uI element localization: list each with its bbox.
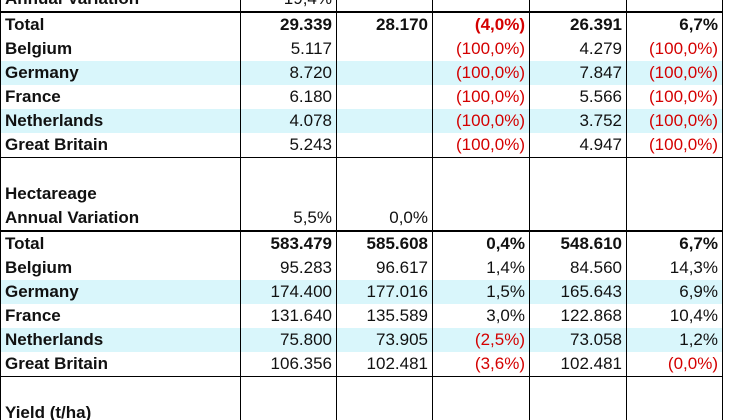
country-label: Belgium	[0, 37, 241, 61]
spacer-row	[0, 157, 723, 182]
cell-variation: 6,9%	[626, 280, 723, 304]
cell-variation: (100,0%)	[626, 61, 723, 85]
cell-value: 174.400	[240, 280, 337, 304]
table-row: Belgium 95.283 96.617 1,4% 84.560 14,3%	[0, 256, 723, 280]
cell-value: 102.481	[529, 352, 627, 377]
cell-value: 5.566	[529, 85, 627, 109]
cell-variation: (0,0%)	[626, 352, 723, 377]
country-label: Great Britain	[0, 133, 241, 158]
country-label: France	[0, 85, 241, 109]
cell-value: 96.617	[336, 256, 433, 280]
total-value: 29.339	[240, 11, 337, 37]
cell-value	[336, 133, 433, 158]
cell-variation: (100,0%)	[432, 37, 530, 61]
total-label: Total	[0, 11, 241, 37]
annual-variation-value: 0,0%	[336, 206, 433, 232]
cell-variation: (100,0%)	[626, 133, 723, 158]
annual-variation-row: Annual Variation 5,5% 0,0%	[0, 206, 723, 232]
cell-variation: 1,4%	[432, 256, 530, 280]
cell-value: 73.905	[336, 328, 433, 352]
cell-value: 4.279	[529, 37, 627, 61]
country-label: Netherlands	[0, 328, 241, 352]
cell-variation: (3,6%)	[432, 352, 530, 377]
annual-variation-value: 5,5%	[240, 206, 337, 232]
cell-value: 131.640	[240, 304, 337, 328]
table-row: Great Britain 106.356 102.481 (3,6%) 102…	[0, 352, 723, 377]
country-label: Netherlands	[0, 109, 241, 133]
section-header-row: Hectareage	[0, 182, 723, 206]
cell-value: 122.868	[529, 304, 627, 328]
total-value: 548.610	[529, 230, 627, 256]
cell-variation: 3,0%	[432, 304, 530, 328]
annual-variation-label: Annual Variation	[0, 0, 241, 12]
country-label: Germany	[0, 280, 241, 304]
total-variation: (4,0%)	[432, 11, 530, 37]
country-label: Germany	[0, 61, 241, 85]
cell-value	[336, 61, 433, 85]
table-row: Belgium 5.117 (100,0%) 4.279 (100,0%)	[0, 37, 723, 61]
table-row: Netherlands 75.800 73.905 (2,5%) 73.058 …	[0, 328, 723, 352]
cell-value: 102.481	[336, 352, 433, 377]
cell-value: 3.752	[529, 109, 627, 133]
cell-value: 8.720	[240, 61, 337, 85]
total-value: 26.391	[529, 11, 627, 37]
cell-value	[336, 85, 433, 109]
cell-variation: (100,0%)	[626, 37, 723, 61]
cell-variation: 1,2%	[626, 328, 723, 352]
total-variation: 6,7%	[626, 11, 723, 37]
cell-value: 73.058	[529, 328, 627, 352]
cell-variation: (100,0%)	[432, 85, 530, 109]
total-variation: 0,4%	[432, 230, 530, 256]
cell-value: 135.589	[336, 304, 433, 328]
annual-variation-value: 19,4%	[240, 0, 337, 12]
country-label: France	[0, 304, 241, 328]
total-variation: 6,7%	[626, 230, 723, 256]
cell-value: 84.560	[529, 256, 627, 280]
table-row: Annual Variation 19,4%	[0, 0, 723, 12]
total-label: Total	[0, 230, 241, 256]
total-row: Total 29.339 28.170 (4,0%) 26.391 6,7%	[0, 11, 723, 37]
cell-value	[336, 109, 433, 133]
country-label: Great Britain	[0, 352, 241, 377]
cell-value: 106.356	[240, 352, 337, 377]
table-row: France 131.640 135.589 3,0% 122.868 10,4…	[0, 304, 723, 328]
cell-variation: (100,0%)	[626, 109, 723, 133]
cell-value: 4.947	[529, 133, 627, 158]
total-value: 583.479	[240, 230, 337, 256]
table-row: Netherlands 4.078 (100,0%) 3.752 (100,0%…	[0, 109, 723, 133]
total-value: 28.170	[336, 11, 433, 37]
cell-value: 5.243	[240, 133, 337, 158]
cell-value	[336, 37, 433, 61]
cell-value: 75.800	[240, 328, 337, 352]
cell-value: 165.643	[529, 280, 627, 304]
cell-value: 5.117	[240, 37, 337, 61]
spacer-row	[0, 376, 723, 401]
cell-variation: (100,0%)	[432, 61, 530, 85]
cell-variation: (2,5%)	[432, 328, 530, 352]
cell-variation: 10,4%	[626, 304, 723, 328]
data-table: Annual Variation 19,4% Total 29.339 28.1…	[0, 0, 723, 420]
total-value: 585.608	[336, 230, 433, 256]
cell-value: 4.078	[240, 109, 337, 133]
cell-variation: (100,0%)	[432, 109, 530, 133]
table-row: Germany 174.400 177.016 1,5% 165.643 6,9…	[0, 280, 723, 304]
table-row: Great Britain 5.243 (100,0%) 4.947 (100,…	[0, 133, 723, 158]
cell-variation: (100,0%)	[626, 85, 723, 109]
annual-variation-label: Annual Variation	[0, 206, 241, 231]
country-label: Belgium	[0, 256, 241, 280]
cell-value: 6.180	[240, 85, 337, 109]
cell-variation: 1,5%	[432, 280, 530, 304]
cell-value: 177.016	[336, 280, 433, 304]
total-row: Total 583.479 585.608 0,4% 548.610 6,7%	[0, 230, 723, 256]
cell-variation: (100,0%)	[432, 133, 530, 158]
table-row: France 6.180 (100,0%) 5.566 (100,0%)	[0, 85, 723, 109]
table-row: Germany 8.720 (100,0%) 7.847 (100,0%)	[0, 61, 723, 85]
section-title: Hectareage	[0, 182, 241, 206]
section-header-row: Yield (t/ha)	[0, 401, 723, 420]
cell-value: 7.847	[529, 61, 627, 85]
cell-value: 95.283	[240, 256, 337, 280]
cell-variation: 14,3%	[626, 256, 723, 280]
section-title: Yield (t/ha)	[0, 401, 241, 420]
